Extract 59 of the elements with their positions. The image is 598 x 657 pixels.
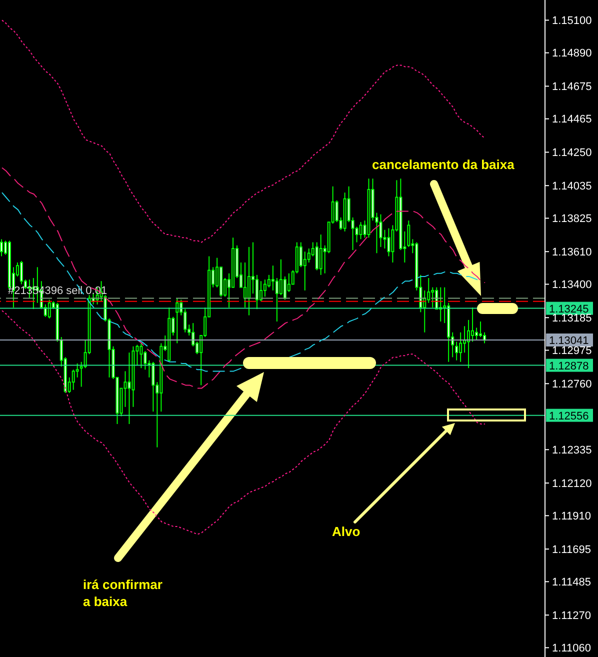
candlestick xyxy=(0,238,3,257)
candlestick xyxy=(72,369,75,390)
candlestick xyxy=(140,342,143,369)
candlestick xyxy=(244,262,246,308)
y-tick-label: 1.11060 xyxy=(552,642,591,655)
candlestick xyxy=(359,222,362,240)
candlestick xyxy=(48,299,51,319)
candlestick xyxy=(319,234,322,276)
y-tick-label: 1.13610 xyxy=(552,246,592,259)
candlestick xyxy=(315,242,318,271)
annotation: irá confirmar a baixa xyxy=(83,576,164,610)
ref-line-label: 1.13041 xyxy=(549,334,589,347)
candlestick xyxy=(152,361,155,412)
y-tick-label: 1.14250 xyxy=(552,147,592,160)
line-series xyxy=(1,310,486,535)
annotation: cancelamento da baixa xyxy=(372,156,514,172)
candlestick xyxy=(275,278,278,322)
y-tick-label: 1.12335 xyxy=(552,444,592,457)
candlestick xyxy=(255,274,258,310)
candlestick xyxy=(407,220,410,248)
y-tick-label: 1.13825 xyxy=(552,213,592,226)
y-tick-label: 1.11695 xyxy=(552,544,591,556)
candlestick xyxy=(379,214,382,248)
y-tick-label: 1.11485 xyxy=(552,576,591,589)
y-tick-label: 1.12760 xyxy=(552,378,592,391)
candlestick xyxy=(459,332,462,362)
candlestick xyxy=(279,258,282,296)
candlestick xyxy=(475,327,478,341)
y-tick-label: 1.14890 xyxy=(552,48,592,60)
candlestick xyxy=(247,246,250,316)
candlestick xyxy=(463,326,466,354)
y-tick-label: 1.11270 xyxy=(552,610,591,622)
candlestick xyxy=(267,274,270,288)
candlestick xyxy=(455,341,458,361)
y-tick-label: 1.12975 xyxy=(552,345,592,358)
annotation: Alvo xyxy=(332,522,360,540)
y-tick-label: 1.14035 xyxy=(552,180,592,193)
candlestick xyxy=(259,280,262,302)
candlestick xyxy=(307,248,310,263)
y-tick-label: 1.11910 xyxy=(552,510,591,523)
candlestick xyxy=(467,319,470,369)
candlestick xyxy=(271,265,274,291)
y-tick-label: 1.14675 xyxy=(552,81,592,94)
candlestick xyxy=(471,307,474,342)
ref-line-label: 1.12878 xyxy=(549,360,589,372)
y-tick-label: 1.14465 xyxy=(552,114,592,126)
candlestick xyxy=(479,321,482,338)
candlestick xyxy=(176,298,179,344)
ref-line-label: 1.12556 xyxy=(549,410,589,422)
y-tick-label: 1.13185 xyxy=(552,312,592,325)
y-tick-label: 1.13400 xyxy=(552,279,592,292)
candlestick xyxy=(283,276,286,300)
candlestick xyxy=(387,228,390,257)
candlestick xyxy=(20,260,23,285)
y-tick-label: 1.15100 xyxy=(552,15,592,28)
candlestick xyxy=(263,279,266,298)
candlestick xyxy=(128,352,131,425)
candlestick xyxy=(431,286,434,308)
y-tick-label: 1.12120 xyxy=(552,478,592,490)
